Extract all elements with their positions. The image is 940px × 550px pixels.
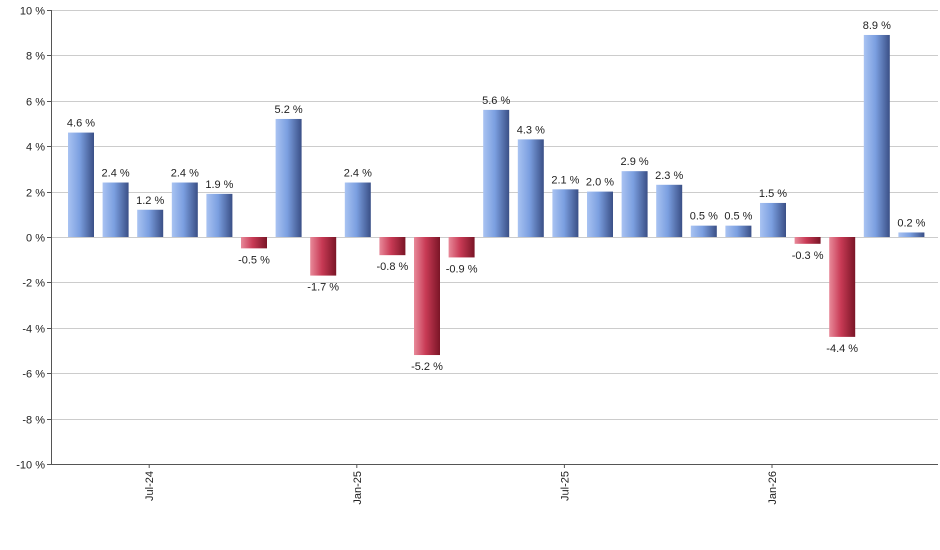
bar bbox=[414, 237, 440, 356]
y-tick-label: -6 % bbox=[22, 369, 45, 381]
y-tick-label: 10 % bbox=[20, 6, 45, 18]
data-label: -0.5 % bbox=[238, 254, 270, 266]
data-label: 1.5 % bbox=[759, 188, 787, 200]
bar bbox=[794, 237, 821, 244]
bar bbox=[483, 109, 510, 237]
data-label: -4.4 % bbox=[826, 343, 858, 355]
data-label: 5.2 % bbox=[275, 104, 303, 116]
bar bbox=[241, 237, 267, 249]
data-label: 0.5 % bbox=[724, 211, 752, 223]
bar bbox=[448, 237, 475, 258]
data-label: 1.2 % bbox=[136, 195, 164, 207]
bar bbox=[310, 237, 337, 276]
bar bbox=[552, 189, 579, 237]
bar bbox=[760, 202, 786, 237]
bar bbox=[725, 225, 752, 237]
bar bbox=[621, 171, 648, 237]
bar bbox=[275, 118, 302, 237]
x-tick-label: Jul-25 bbox=[559, 471, 571, 501]
data-label: 2.1 % bbox=[551, 174, 579, 186]
bar bbox=[344, 182, 371, 237]
data-label: 2.4 % bbox=[344, 168, 372, 180]
x-tick-label: Jul-24 bbox=[144, 471, 156, 501]
bar bbox=[102, 182, 129, 237]
data-label: 1.9 % bbox=[205, 179, 233, 191]
x-tick-label: Jan-26 bbox=[767, 471, 779, 505]
bar bbox=[656, 184, 683, 237]
y-tick-label: 4 % bbox=[26, 142, 45, 154]
data-label: -0.9 % bbox=[446, 263, 478, 275]
data-label: 2.0 % bbox=[586, 177, 614, 189]
axes bbox=[51, 10, 938, 465]
data-label: 8.9 % bbox=[863, 20, 891, 32]
data-label: 2.9 % bbox=[621, 156, 649, 168]
bar bbox=[517, 139, 544, 237]
bar bbox=[206, 193, 233, 237]
data-label: -1.7 % bbox=[307, 282, 339, 294]
y-tick-label: -8 % bbox=[22, 415, 45, 427]
data-label: 2.4 % bbox=[171, 168, 199, 180]
bar bbox=[137, 209, 164, 237]
bar bbox=[171, 182, 198, 237]
y-tick-label: 6 % bbox=[26, 97, 45, 109]
data-label: 2.3 % bbox=[655, 170, 683, 182]
data-label: 0.2 % bbox=[897, 217, 925, 229]
data-label: -5.2 % bbox=[411, 361, 443, 373]
bar bbox=[587, 191, 613, 237]
y-tick-label: -10 % bbox=[16, 460, 45, 472]
data-label: 4.3 % bbox=[517, 124, 545, 136]
x-axis-ticks: Jul-24 Jan-25 Jul-25 Jan-26 bbox=[144, 464, 779, 505]
bar bbox=[829, 237, 856, 337]
bar bbox=[898, 232, 925, 237]
y-axis-ticks: 10 % 8 % 6 % 4 % 2 % 0 % -2 % -4 % -6 % -8 % -10 % bbox=[16, 6, 51, 472]
bar bbox=[68, 132, 94, 237]
data-label: 5.6 % bbox=[482, 95, 510, 107]
data-labels: 4.6 % 2.4 % 1.2 % 2.4 % 1.9 % -0.5 % 5.2 % -1.7… bbox=[67, 20, 926, 373]
y-tick-label: 8 % bbox=[26, 51, 45, 63]
y-tick-label: 0 % bbox=[26, 233, 45, 245]
bars bbox=[68, 34, 925, 356]
y-tick-label: -2 % bbox=[22, 278, 45, 290]
data-label: 4.6 % bbox=[67, 118, 95, 130]
bar bbox=[690, 225, 717, 237]
x-tick-label: Jan-25 bbox=[352, 471, 364, 505]
y-tick-label: 2 % bbox=[26, 188, 45, 200]
bar bbox=[379, 237, 406, 256]
data-label: -0.8 % bbox=[377, 261, 409, 273]
data-label: 0.5 % bbox=[690, 211, 718, 223]
data-label: 2.4 % bbox=[102, 168, 130, 180]
bar bbox=[863, 34, 890, 237]
data-label: -0.3 % bbox=[792, 250, 824, 262]
y-tick-label: -4 % bbox=[22, 324, 45, 336]
